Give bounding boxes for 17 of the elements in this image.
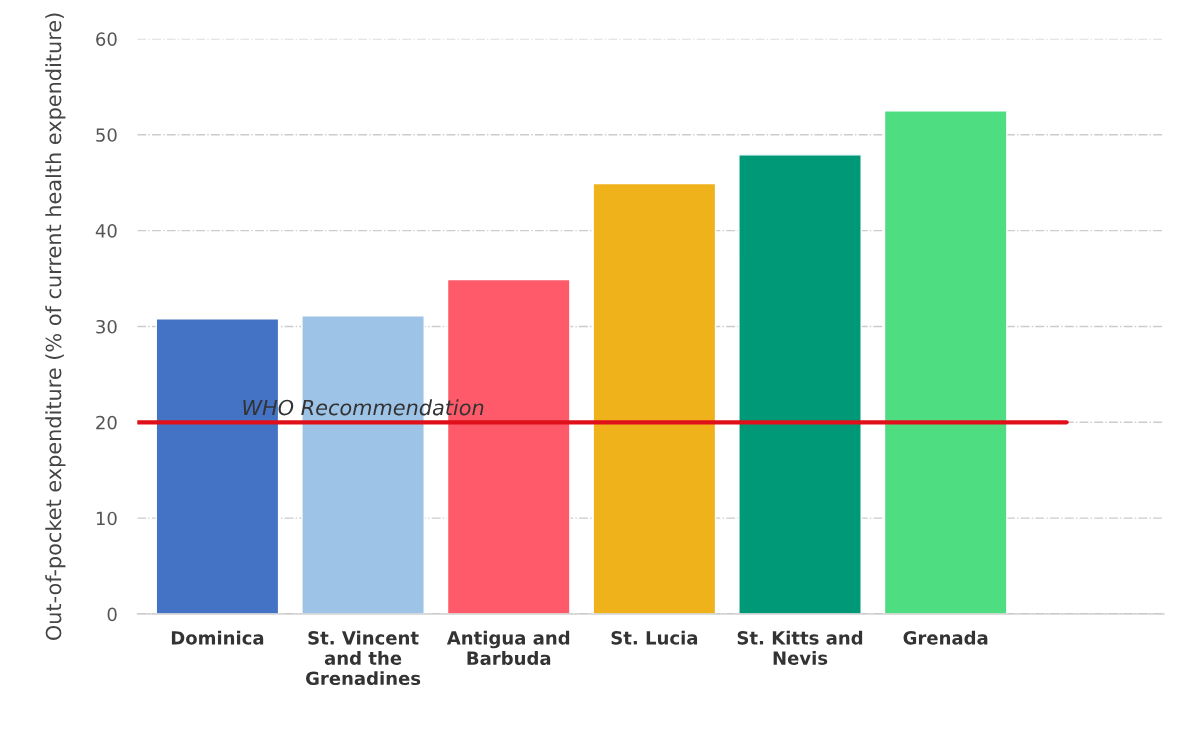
y-axis-title: Out-of-pocket expenditure (% of current health expenditure) xyxy=(45,13,66,640)
x-tick-label: Antigua and Barbuda xyxy=(446,630,570,666)
y-tick-label: 40 xyxy=(95,224,117,238)
x-tick-label: Grenada xyxy=(903,630,988,645)
y-tick-label: 10 xyxy=(96,511,117,526)
y-tick-label: 50 xyxy=(96,128,117,142)
bar xyxy=(592,182,717,615)
x-tick-label: St. Vincent and the Grenadines xyxy=(305,630,421,686)
y-tick-label: 30 xyxy=(96,319,117,334)
bar xyxy=(883,110,1008,615)
y-tick-label: 60 xyxy=(96,32,117,46)
x-tick-label: St. Kitts and Nevis xyxy=(737,630,863,665)
y-tick-label: 20 xyxy=(96,415,117,430)
x-tick-label: Dominica xyxy=(171,630,264,645)
y-tick-label: 0 xyxy=(107,607,117,622)
bar xyxy=(738,154,862,615)
x-tick-label: St. Lucia xyxy=(611,630,698,645)
